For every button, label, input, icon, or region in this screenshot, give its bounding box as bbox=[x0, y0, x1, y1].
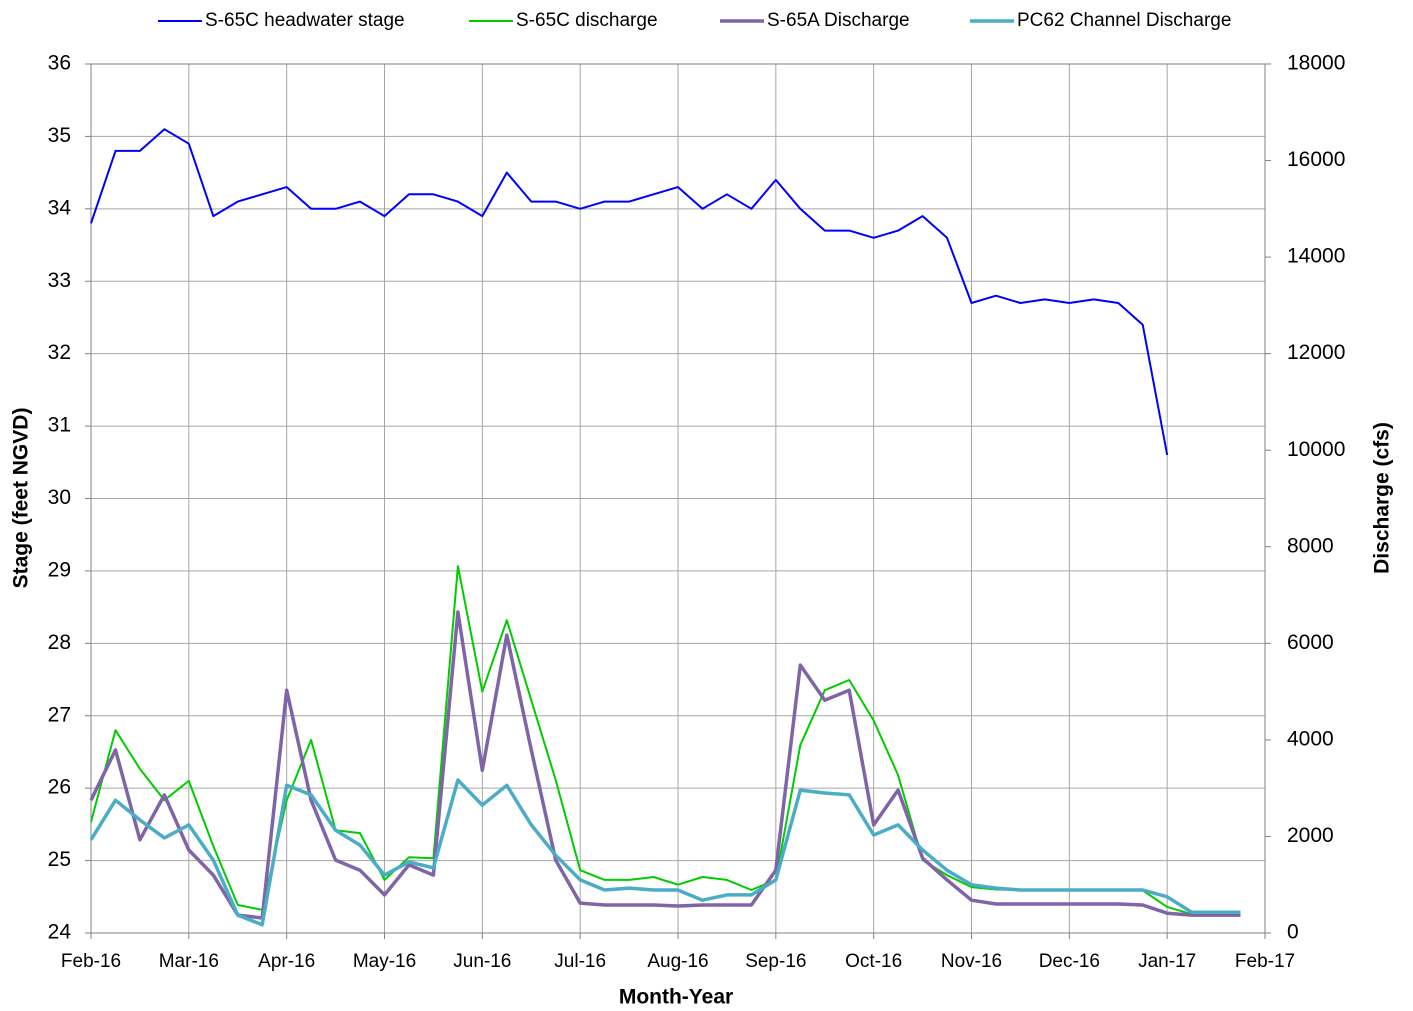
y2-tick-label: 2000 bbox=[1287, 824, 1334, 847]
y2-axis-title: Discharge (cfs) bbox=[1371, 422, 1394, 574]
y-tick-label: 26 bbox=[48, 776, 71, 799]
y2-tick-label: 14000 bbox=[1287, 245, 1345, 268]
x-tick-label: Oct-16 bbox=[845, 951, 902, 972]
x-tick-label: Nov-16 bbox=[941, 951, 1002, 972]
plot-border bbox=[90, 63, 1266, 934]
y2-tick-label: 18000 bbox=[1287, 52, 1345, 75]
y-tick-label: 36 bbox=[48, 52, 71, 75]
x-tick-label: Jul-16 bbox=[554, 951, 606, 972]
legend-label: S-65C headwater stage bbox=[205, 10, 405, 31]
x-tick-label: Aug-16 bbox=[647, 951, 708, 972]
y-tick-label: 35 bbox=[48, 124, 71, 147]
x-tick-label: Mar-16 bbox=[159, 951, 219, 972]
y-tick-label: 28 bbox=[48, 631, 71, 654]
x-tick-label: Sep-16 bbox=[745, 951, 806, 972]
series-line bbox=[89, 610, 1241, 920]
y-tick-label: 33 bbox=[48, 269, 71, 292]
x-tick-label: Jun-16 bbox=[453, 951, 511, 972]
y2-tick-label: 10000 bbox=[1287, 438, 1345, 461]
y2-tick-label: 0 bbox=[1287, 921, 1299, 944]
y2-tick-label: 4000 bbox=[1287, 727, 1334, 750]
y-tick-label: 30 bbox=[48, 486, 71, 509]
series-line bbox=[89, 778, 1241, 927]
y-tick-label: 24 bbox=[48, 921, 72, 944]
legend-label: PC62 Channel Discharge bbox=[1017, 10, 1231, 31]
x-tick-label: Dec-16 bbox=[1039, 951, 1100, 972]
y-tick-label: 34 bbox=[48, 196, 72, 219]
x-tick-label: Jan-17 bbox=[1138, 951, 1196, 972]
y2-tick-label: 6000 bbox=[1287, 631, 1334, 654]
x-tick-label: Feb-17 bbox=[1235, 951, 1295, 972]
series-line bbox=[90, 565, 1241, 916]
y-tick-label: 32 bbox=[48, 341, 71, 364]
y-tick-label: 27 bbox=[48, 703, 71, 726]
y2-tick-label: 16000 bbox=[1287, 148, 1345, 171]
x-tick-label: May-16 bbox=[353, 951, 416, 972]
x-tick-label: Feb-16 bbox=[61, 951, 121, 972]
legend-label: S-65C discharge bbox=[516, 10, 658, 31]
y-tick-label: 31 bbox=[48, 414, 71, 437]
y2-tick-label: 12000 bbox=[1287, 341, 1345, 364]
x-axis-title: Month-Year bbox=[619, 986, 733, 1009]
series-line bbox=[90, 128, 1169, 456]
legend-label: S-65A Discharge bbox=[767, 10, 910, 31]
y-axis-title: Stage (feet NGVD) bbox=[10, 408, 33, 589]
y-tick-label: 25 bbox=[48, 848, 71, 871]
x-tick-label: Apr-16 bbox=[258, 951, 315, 972]
y2-tick-label: 8000 bbox=[1287, 534, 1334, 557]
y-tick-label: 29 bbox=[48, 558, 71, 581]
